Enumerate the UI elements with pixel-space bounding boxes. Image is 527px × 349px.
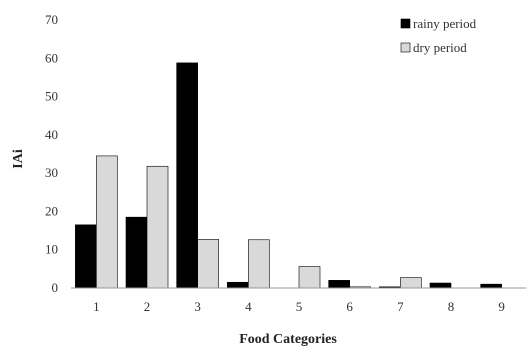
bar-rainy-3 bbox=[176, 62, 198, 289]
legend: rainy period dry period bbox=[400, 16, 477, 55]
y-tick-label: 10 bbox=[45, 242, 58, 257]
x-tick-label: 7 bbox=[397, 299, 404, 314]
legend-label: rainy period bbox=[413, 16, 477, 31]
y-tick-label: 30 bbox=[45, 165, 58, 180]
bar-dry-7 bbox=[400, 277, 422, 289]
x-tick-label: 1 bbox=[93, 299, 100, 314]
y-tick-label: 20 bbox=[45, 203, 58, 218]
x-tick-label: 3 bbox=[194, 299, 201, 314]
y-tick-label: 0 bbox=[52, 280, 59, 295]
x-tick-label: 2 bbox=[144, 299, 151, 314]
x-axis-ticks: 1 2 3 4 5 6 7 8 9 bbox=[93, 299, 505, 314]
x-tick-label: 5 bbox=[296, 299, 303, 314]
x-tick-label: 4 bbox=[245, 299, 252, 314]
legend-swatch bbox=[400, 18, 411, 29]
bars bbox=[75, 62, 502, 289]
bar-rainy-9 bbox=[480, 283, 502, 289]
x-tick-label: 9 bbox=[498, 299, 505, 314]
bar-dry-4 bbox=[248, 239, 270, 289]
legend-swatch bbox=[400, 42, 411, 53]
y-tick-label: 50 bbox=[45, 89, 58, 104]
bar-dry-2 bbox=[146, 165, 169, 289]
y-axis-ticks: 0 10 20 30 40 50 60 70 bbox=[45, 12, 58, 295]
bar-dry-5 bbox=[298, 266, 321, 289]
bar-dry-1 bbox=[96, 155, 118, 289]
bar-rainy-6 bbox=[328, 280, 350, 289]
y-tick-label: 60 bbox=[45, 50, 58, 65]
bar-dry-3 bbox=[197, 239, 219, 289]
bar-rainy-4 bbox=[227, 281, 249, 289]
bar-rainy-1 bbox=[75, 224, 97, 289]
y-axis-title: IAi bbox=[11, 149, 26, 169]
x-tick-label: 6 bbox=[346, 299, 353, 314]
bar-rainy-2 bbox=[125, 216, 148, 289]
y-tick-label: 70 bbox=[45, 12, 58, 27]
x-axis-title: Food Categories bbox=[239, 332, 337, 347]
legend-label: dry period bbox=[413, 40, 467, 55]
x-tick-label: 8 bbox=[448, 299, 455, 314]
bar-rainy-8 bbox=[429, 282, 452, 289]
y-tick-label: 40 bbox=[45, 127, 58, 142]
